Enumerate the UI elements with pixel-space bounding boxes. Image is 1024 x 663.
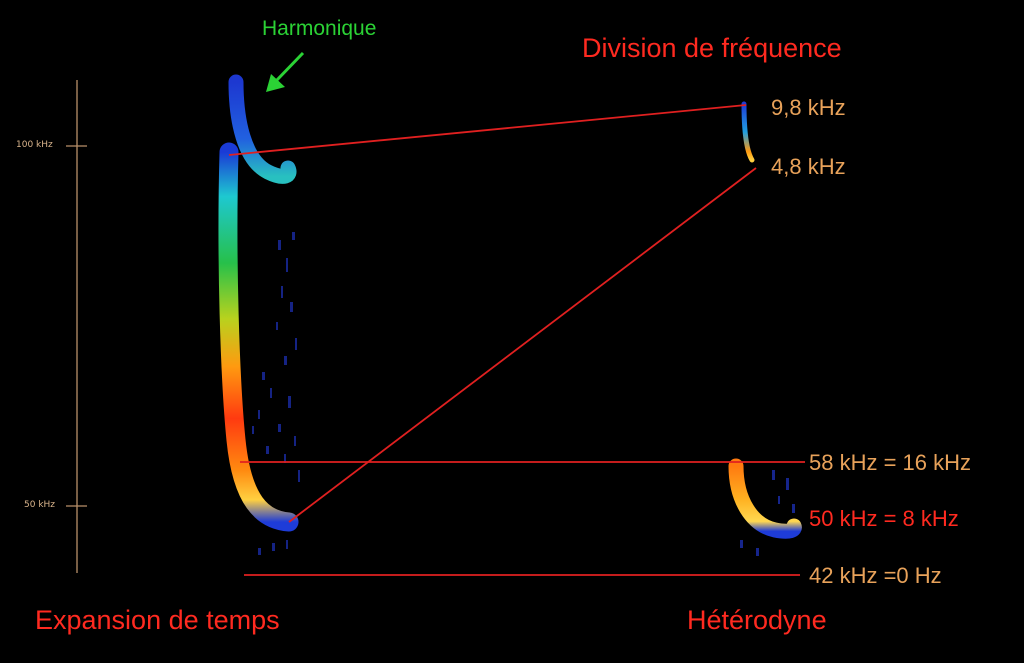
connector-harmonic-to-98 [228,104,747,156]
tick-label-50khz: 50 kHz [24,500,56,510]
freq-label-9-8khz: 9,8 kHz [771,95,846,120]
heterodyne-call [728,458,802,539]
freq-label-4-8khz: 4,8 kHz [771,154,846,179]
freq-label-58khz: 58 kHz = 16 kHz [809,450,972,475]
harmonique-label: Harmonique [262,17,377,40]
harmonic-trace [228,74,297,184]
connector-call-to-48 [288,167,757,523]
frequency-division-call [741,101,755,163]
harmonique-arrow-icon [266,51,305,92]
noise-speckle [252,232,300,555]
heterodyne-title: Hétérodyne [687,605,827,635]
freq-label-42khz: 42 kHz =0 Hz [809,563,942,588]
time-expansion-title: Expansion de temps [35,605,280,635]
tick-label-100khz: 100 kHz [16,140,53,150]
time-expansion-call [218,142,299,532]
connector-lines [228,104,805,576]
frequency-axis [66,80,87,573]
heterodyne-noise [740,470,795,556]
frequency-division-title: Division de fréquence [582,33,842,63]
freq-label-50khz: 50 kHz = 8 kHz [809,506,959,531]
